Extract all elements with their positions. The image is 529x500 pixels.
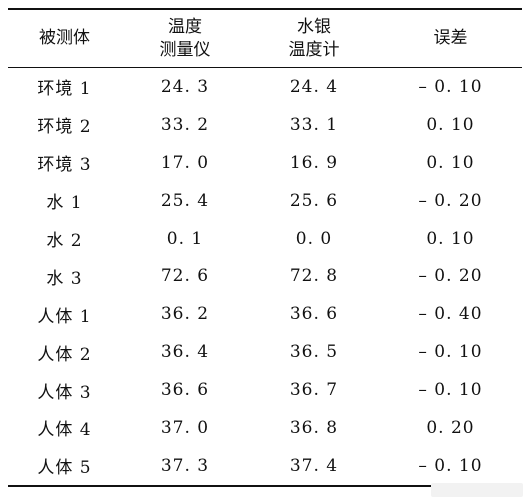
table-row: 水 2 0. 1 0. 0 0. 10 (8, 220, 522, 258)
table-cell: 33. 1 (289, 114, 339, 135)
table-cell: 36. 6 (160, 380, 210, 401)
table-cell: 37. 4 (289, 455, 339, 476)
watermark (431, 483, 523, 497)
table-cell: 36. 7 (289, 380, 339, 401)
table-cell: – 0. 40 (418, 304, 483, 325)
table-cell: 0. 1 (166, 228, 204, 249)
table-cell: 环境 3 (37, 155, 92, 176)
table-cell: 36. 4 (160, 342, 210, 363)
table-cell: 环境 1 (37, 79, 92, 100)
table-cell: 0. 10 (426, 228, 475, 249)
table-cell: – 0. 20 (418, 190, 483, 211)
table-cell: 17. 0 (160, 152, 210, 173)
table-cell: 人体 4 (37, 420, 92, 441)
table-cell: 72. 8 (289, 266, 339, 287)
table-cell: 24. 3 (160, 76, 210, 97)
table-row: 环境 3 17. 0 16. 9 0. 10 (8, 144, 522, 182)
table-cell: 16. 9 (289, 152, 339, 173)
table-row: 人体 4 37. 0 36. 8 0. 20 (8, 409, 522, 447)
table-cell: 人体 2 (37, 344, 92, 365)
table-bottom-rule (8, 484, 522, 487)
table-cell: 37. 3 (160, 455, 210, 476)
table-cell: 水 2 (46, 231, 83, 251)
table-row: 水 1 25. 4 25. 6 – 0. 20 (8, 182, 522, 220)
header-error: 误差 (433, 28, 468, 48)
table-cell: 36. 5 (289, 342, 339, 363)
table-cell: 人体 5 (37, 458, 92, 479)
table-cell: 25. 4 (160, 190, 210, 211)
table-cell: 0. 20 (426, 417, 475, 438)
table-cell: 72. 6 (160, 266, 210, 287)
table-cell: 水 3 (46, 268, 83, 289)
table-row: 人体 5 37. 3 37. 4 – 0. 10 (8, 447, 522, 485)
table-cell: – 0. 20 (418, 266, 483, 287)
header-subject: 被测体 (39, 28, 90, 48)
table-cell: – 0. 10 (418, 342, 483, 363)
table-cell: 人体 3 (37, 382, 92, 403)
table-header: 被测体 温度 测量仪 水银 温度计 误差 (8, 10, 522, 67)
table-row: 环境 2 33. 2 33. 1 0. 10 (8, 106, 522, 144)
data-table: 被测体 温度 测量仪 水银 温度计 误差 环境 1 24. 3 24. 4 – 0. … (8, 8, 522, 487)
table-cell: 水 1 (46, 193, 83, 214)
table-cell: 36. 6 (289, 304, 339, 325)
table-cell: 25. 6 (289, 190, 339, 211)
table-cell: 0. 0 (295, 228, 333, 249)
table-cell: 36. 8 (289, 417, 339, 438)
table-row: 环境 1 24. 3 24. 4 – 0. 10 (8, 68, 522, 106)
header-thermometer-device: 温度 测量仪 (159, 16, 211, 60)
header-mercury-thermometer: 水银 温度计 (288, 16, 340, 60)
table-cell: 0. 10 (426, 114, 475, 135)
table-row: 人体 1 36. 2 36. 6 – 0. 40 (8, 295, 522, 333)
table-cell: 环境 2 (37, 117, 92, 138)
table-top-rule (8, 8, 522, 10)
table-cell: 人体 1 (37, 306, 92, 327)
table-row: 人体 3 36. 6 36. 7 – 0. 10 (8, 371, 522, 409)
table-cell: – 0. 10 (418, 76, 483, 97)
table-row: 水 3 72. 6 72. 8 – 0. 20 (8, 257, 522, 295)
table-row: 人体 2 36. 4 36. 5 – 0. 10 (8, 333, 522, 371)
table-header-rule (8, 67, 522, 68)
table-cell: – 0. 10 (418, 380, 483, 401)
table-cell: – 0. 10 (418, 455, 483, 476)
table-body: 环境 1 24. 3 24. 4– 0. 10 环境 2 33. 2 33. 1 0. 10… (8, 68, 522, 485)
table-cell: 37. 0 (160, 417, 210, 438)
table-cell: 36. 2 (160, 304, 210, 325)
table-cell: 33. 2 (160, 114, 210, 135)
table-cell: 0. 10 (426, 152, 475, 173)
table-cell: 24. 4 (289, 76, 339, 97)
